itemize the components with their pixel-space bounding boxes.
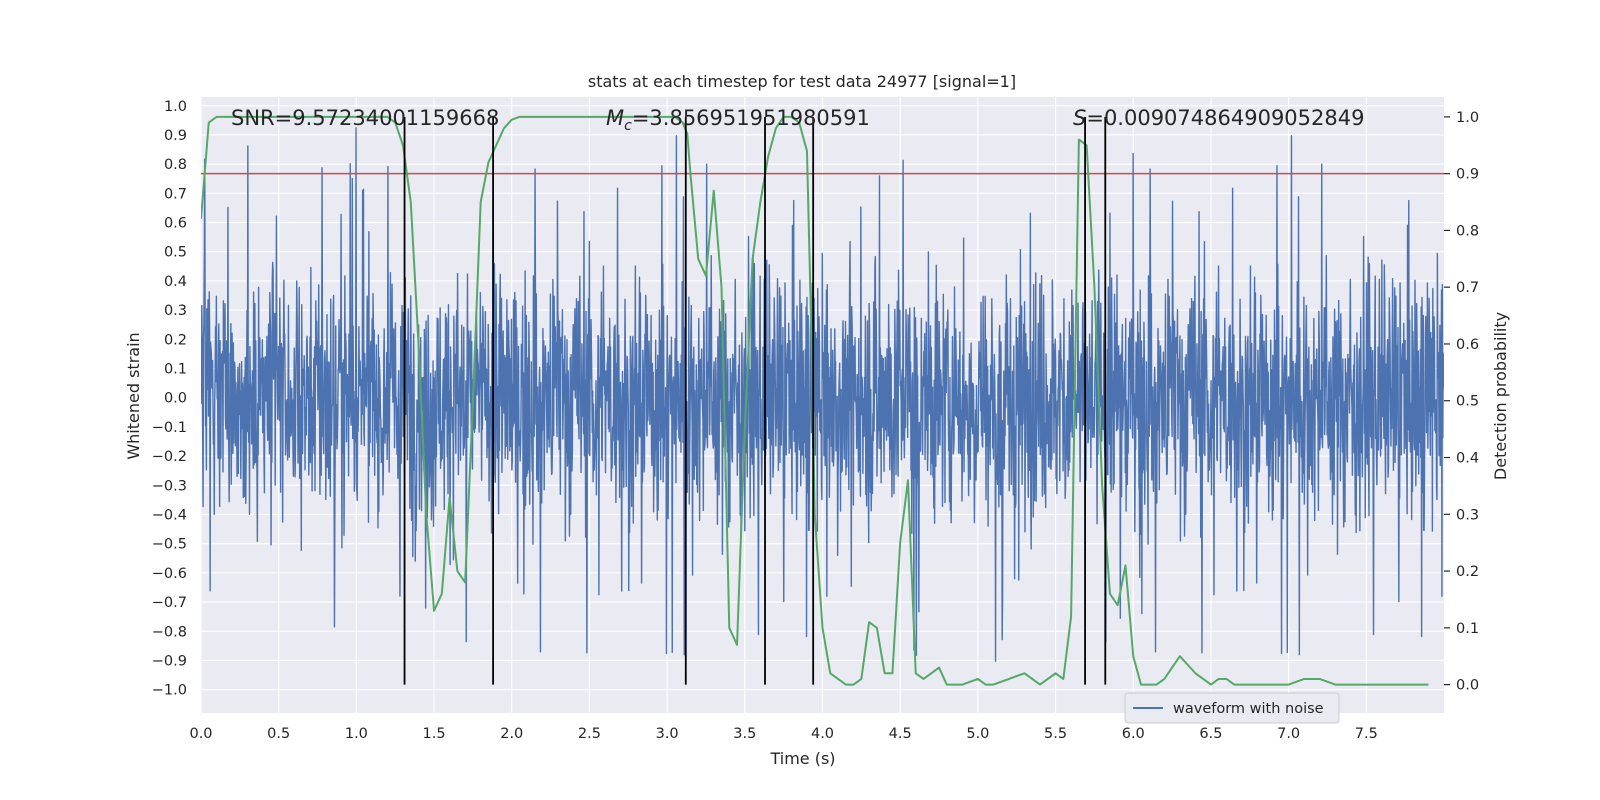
snr-annotation: SNR=9.57234001159668 (231, 106, 499, 130)
y-tick-label-left: −0.4 (152, 507, 187, 523)
legend-box (1124, 692, 1340, 724)
spin-symbol: S (1073, 106, 1086, 130)
spin-annotation: S=0.009074864909052849 (1073, 106, 1364, 130)
y-tick-label-left: −0.8 (152, 624, 187, 640)
waveform-series (201, 127, 1444, 662)
y-tick-label-left: 0.8 (164, 157, 187, 173)
x-axis-label: Time (s) (769, 749, 835, 768)
snr-name: SNR (231, 106, 275, 130)
y-tick-label-right: 0.6 (1456, 337, 1479, 353)
x-tick-label: 4.5 (889, 726, 912, 742)
y-tick-label-left: −0.6 (152, 566, 187, 582)
legend-label: waveform with noise (1173, 701, 1324, 717)
y-tick-label-right: 0.3 (1456, 507, 1479, 523)
y-tick-label-left: 0.0 (164, 391, 187, 407)
y-tick-label-left: 0.1 (164, 362, 187, 378)
y-tick-label-left: −0.9 (152, 653, 187, 669)
y-tick-label-left: 0.9 (164, 128, 187, 144)
chart-title: stats at each timestep for test data 249… (588, 72, 1016, 91)
x-tick-label: 0.0 (189, 726, 212, 742)
y-tick-label-right: 0.5 (1456, 394, 1479, 410)
x-tick-label: 6.5 (1199, 726, 1222, 742)
x-tick-label: 2.0 (500, 726, 523, 742)
chirp-mass-subscript: c (624, 118, 632, 134)
y-tick-label-right: 1.0 (1456, 110, 1479, 126)
y-tick-label-left: 1.0 (164, 99, 187, 115)
y-tick-label-right: 0.9 (1456, 167, 1479, 183)
y-tick-label-right: 0.1 (1456, 621, 1479, 637)
x-tick-label: 5.5 (1044, 726, 1067, 742)
y-tick-label-left: 0.5 (164, 245, 187, 261)
event-boundaries (403, 116, 1107, 685)
y-tick-label-left: 0.6 (164, 216, 187, 232)
y-tick-label-left: 0.4 (164, 274, 187, 290)
y-axis-left-label: Whitened strain (124, 332, 143, 459)
waveform-line (201, 127, 1444, 662)
x-tick-label: 4.0 (811, 726, 834, 742)
chirp-mass-value: =3.856951951980591 (632, 106, 870, 130)
x-tick-label: 3.0 (656, 726, 679, 742)
y-axis-left-ticks: 1.0 0.9 0.8 0.7 0.6 0.5 0.4 0.3 0.2 0.1 0.0 −0.1 −0.… (152, 99, 187, 699)
x-tick-label: 6.0 (1122, 726, 1145, 742)
x-tick-label: 2.5 (578, 726, 601, 742)
x-tick-label: 7.0 (1277, 726, 1300, 742)
y-tick-label-right: 0.7 (1456, 280, 1479, 296)
spin-value: =0.009074864909052849 (1086, 106, 1364, 130)
y-axis-right-ticks: 1.0 0.9 0.8 0.7 0.6 0.5 0.4 0.3 0.2 0.1 0.0 (1444, 110, 1479, 694)
y-axis-right-label: Detection probability (1491, 312, 1510, 480)
chirp-mass-annotation: Mc=3.856951951980591 (606, 106, 870, 134)
y-tick-label-right: 0.0 (1456, 678, 1479, 694)
y-tick-label-right: 0.4 (1456, 451, 1479, 467)
chirp-mass-symbol: M (606, 106, 624, 130)
y-tick-label-left: −0.5 (152, 537, 187, 553)
x-tick-label: 1.5 (423, 726, 446, 742)
y-tick-label-left: −0.2 (152, 449, 187, 465)
probability-line (201, 115, 1429, 686)
y-tick-label-right: 0.2 (1456, 564, 1479, 580)
x-tick-label: 7.5 (1355, 726, 1378, 742)
snr-value: =9.57234001159668 (275, 106, 500, 130)
y-tick-label-left: 0.3 (164, 303, 187, 319)
y-tick-label-left: −0.7 (152, 595, 187, 611)
y-tick-label-left: −1.0 (152, 683, 187, 699)
legend: waveform with noise (1124, 692, 1340, 724)
y-tick-label-left: 0.7 (164, 186, 187, 202)
y-tick-label-left: 0.2 (164, 332, 187, 348)
probability-group (201, 115, 1429, 686)
x-tick-label: 0.5 (267, 726, 290, 742)
x-tick-label: 1.0 (345, 726, 368, 742)
x-tick-label: 5.0 (966, 726, 989, 742)
x-tick-label: 3.5 (733, 726, 756, 742)
y-tick-label-right: 0.8 (1456, 223, 1479, 239)
y-tick-label-left: −0.1 (152, 420, 187, 436)
y-tick-label-left: −0.3 (152, 478, 187, 494)
x-axis-ticks: 0.0 0.5 1.0 1.5 2.0 2.5 3.0 3.5 4.0 4.5 5.0 5.5 6.0 6… (189, 726, 1377, 742)
